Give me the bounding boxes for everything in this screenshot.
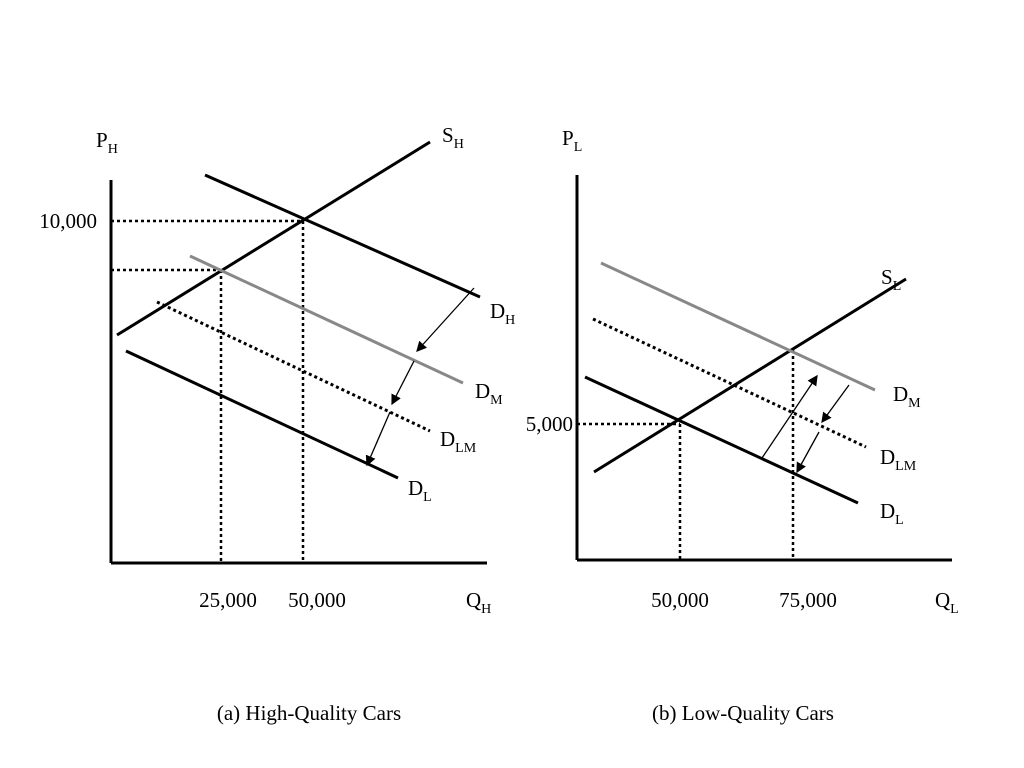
label-sub: L <box>893 279 902 294</box>
curve-label: DL <box>408 476 432 505</box>
label-sub: L <box>950 602 959 617</box>
x-axis-label: QL <box>935 588 959 617</box>
y-tick-label: 10,000 <box>39 209 97 233</box>
demand-curve <box>189 254 464 385</box>
curve-label: DH <box>490 299 515 328</box>
label-sub: M <box>490 393 503 408</box>
curve-label: DM <box>893 382 921 411</box>
label-sub: L <box>895 513 904 528</box>
demand-curve <box>156 300 431 433</box>
x-tick-label: 50,000 <box>288 588 346 612</box>
label-sub: H <box>108 142 118 157</box>
demand-curve <box>584 375 859 505</box>
label-main: D <box>880 499 895 523</box>
y-tick-label: 5,000 <box>526 412 573 436</box>
caption: (b) Low-Quality Cars <box>652 701 834 725</box>
curve-label: DLM <box>880 445 917 474</box>
label-sub: H <box>505 313 515 328</box>
label-main: P <box>96 128 108 152</box>
label-sub: LM <box>455 441 477 456</box>
label-sub: H <box>454 137 464 152</box>
curve-label: DL <box>880 499 904 528</box>
arrow <box>365 411 391 467</box>
label-main: S <box>881 265 893 289</box>
curve-label: SL <box>881 265 901 294</box>
arrow <box>391 360 415 406</box>
label-main: D <box>475 379 490 403</box>
arrow <box>796 431 820 474</box>
label-sub: LM <box>895 459 917 474</box>
demand-curve <box>204 173 481 299</box>
x-tick-label: 25,000 <box>199 588 257 612</box>
curve-label: SH <box>442 123 464 152</box>
label-main: D <box>893 382 908 406</box>
demand-curve <box>125 349 399 480</box>
label-main: D <box>490 299 505 323</box>
y-axis-label: PH <box>96 128 118 157</box>
x-axis-label: QH <box>466 588 491 617</box>
x-tick-label: 50,000 <box>651 588 709 612</box>
label-main: Q <box>466 588 481 612</box>
label-main: S <box>442 123 454 147</box>
arrow <box>761 374 818 459</box>
label-main: D <box>440 427 455 451</box>
y-axis-label: PL <box>562 126 582 155</box>
x-tick-label: 75,000 <box>779 588 837 612</box>
label-main: Q <box>935 588 950 612</box>
label-sub: L <box>574 140 583 155</box>
panel-b: PL QL 5,000 50,000 75,000 SL DM DLM DL (… <box>526 126 959 725</box>
label-main: D <box>880 445 895 469</box>
supply-curve <box>593 277 907 474</box>
label-sub: H <box>481 602 491 617</box>
demand-curve <box>592 317 867 449</box>
label-main: P <box>562 126 574 150</box>
supply-curve <box>116 140 431 337</box>
label-main: D <box>408 476 423 500</box>
caption: (a) High-Quality Cars <box>217 701 401 725</box>
label-sub: M <box>908 396 921 411</box>
curve-label: DM <box>475 379 503 408</box>
arrow <box>821 384 850 424</box>
demand-curve <box>600 261 876 392</box>
arrow <box>416 287 475 352</box>
panel-a: PH QH 10,000 25,000 50,000 SH DH DM DLM … <box>39 123 515 725</box>
label-sub: L <box>423 490 432 505</box>
curve-label: DLM <box>440 427 477 456</box>
